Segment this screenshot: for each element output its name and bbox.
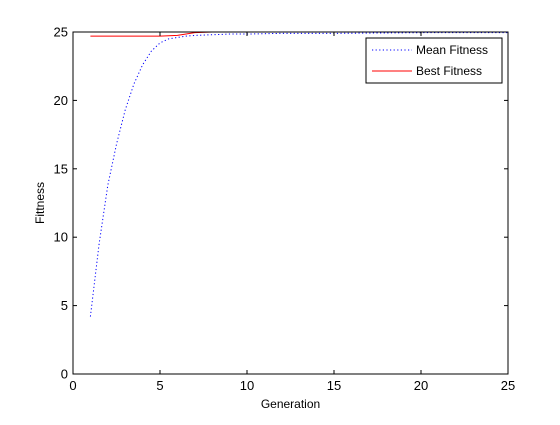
- legend-box: [365, 37, 503, 84]
- x-tick-label: 5: [156, 378, 163, 393]
- y-axis-label: Fittness: [33, 182, 47, 224]
- y-tick-label: 10: [54, 230, 68, 245]
- y-tick-label: 20: [54, 93, 68, 108]
- plot-area: [73, 32, 508, 374]
- x-tick-label: 20: [414, 378, 428, 393]
- legend: Mean Fitness Best Fitness: [365, 37, 503, 84]
- x-tick-label: 0: [69, 378, 76, 393]
- y-tick-label: 25: [54, 25, 68, 40]
- y-tick-label: 5: [61, 298, 68, 313]
- series-line-mean-fitness: [89, 32, 508, 317]
- plot-frame: [72, 31, 509, 375]
- legend-label-best-fitness: Best Fitness: [416, 64, 482, 78]
- y-tick-label: 0: [61, 367, 68, 382]
- x-tick-label: 10: [240, 378, 254, 393]
- x-tick-label: 15: [327, 378, 341, 393]
- y-tick-label: 15: [54, 161, 68, 176]
- legend-label-mean-fitness: Mean Fitness: [416, 43, 488, 57]
- ticks-layer: 0 5 10 15 20 25 0 5 10 15 20 25: [54, 25, 516, 394]
- x-axis-label: Generation: [261, 397, 320, 411]
- x-tick-label: 25: [501, 378, 515, 393]
